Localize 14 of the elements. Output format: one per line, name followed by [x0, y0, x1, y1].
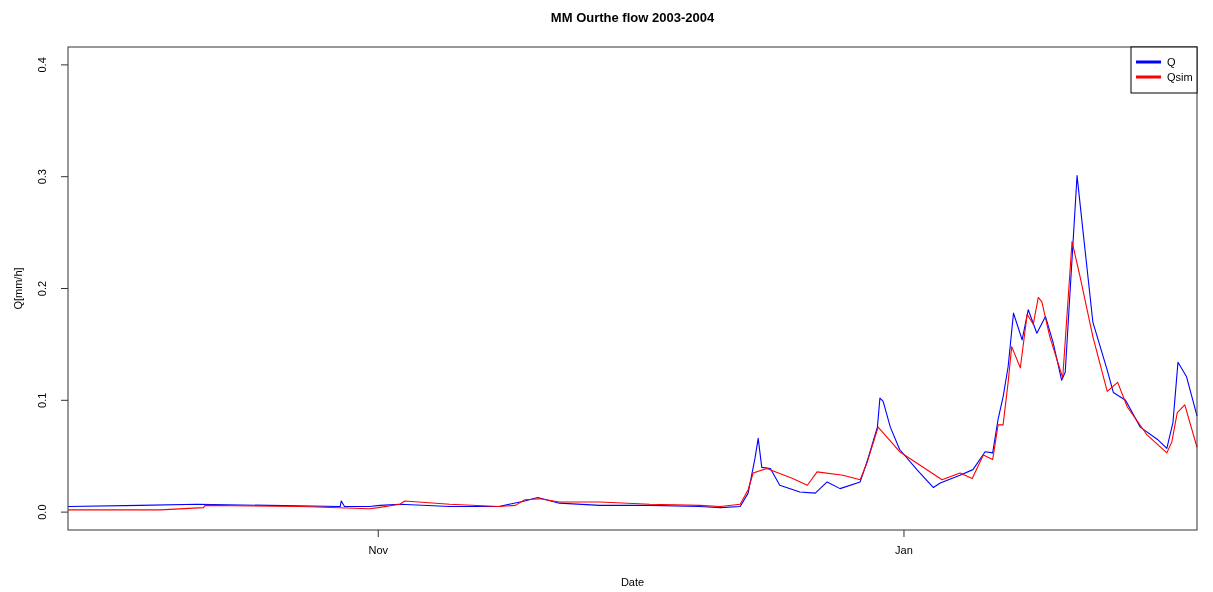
y-tick-label: 0.2 — [36, 280, 48, 297]
x-tick-label: Jan — [895, 544, 913, 556]
x-tick-label: Nov — [368, 544, 389, 556]
legend-label: Q — [1167, 56, 1176, 68]
legend-label: Qsim — [1167, 71, 1193, 83]
y-axis-title: Q[mm/h] — [12, 267, 24, 310]
y-tick-label: 0.3 — [36, 169, 48, 185]
x-axis-title: Date — [620, 576, 645, 588]
line-series — [67, 175, 1198, 509]
line-series — [67, 240, 1198, 511]
y-tick-label: 0.4 — [36, 57, 48, 73]
y-tick-label: 0.1 — [36, 392, 48, 408]
chart-title: MM Ourthe flow 2003-2004 — [550, 10, 715, 25]
y-tick-label: 0.0 — [36, 504, 48, 520]
